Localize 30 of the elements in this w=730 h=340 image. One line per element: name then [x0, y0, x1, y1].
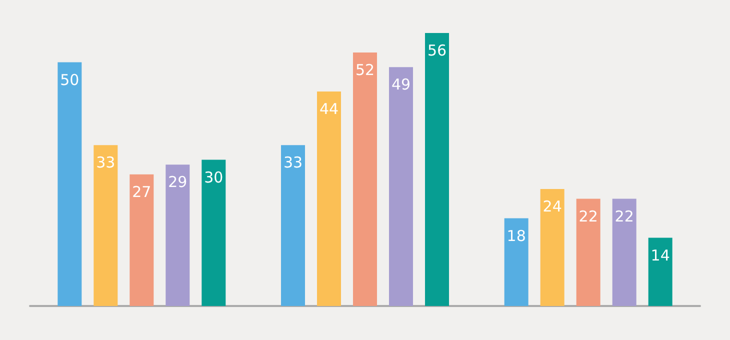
data-label: 33: [96, 154, 116, 172]
bar: [58, 62, 82, 306]
data-label: 29: [168, 173, 188, 192]
bar: [94, 145, 118, 306]
data-label: 18: [506, 226, 526, 245]
bar: [425, 33, 449, 306]
bar: [540, 189, 564, 306]
data-label: 22: [578, 207, 598, 226]
data-label: 52: [355, 61, 375, 79]
bar: [389, 67, 413, 306]
bar: [576, 198, 600, 306]
bar: [281, 145, 305, 306]
bar: [166, 164, 190, 306]
data-label: 24: [542, 198, 562, 216]
data-label: 30: [204, 168, 224, 186]
data-label: 22: [614, 207, 634, 226]
data-label: 50: [60, 70, 80, 89]
data-label: 56: [427, 42, 447, 60]
bar: [202, 160, 226, 306]
data-label: 14: [650, 246, 670, 264]
bar: [317, 92, 341, 306]
bar: [612, 198, 636, 306]
data-label: 27: [132, 182, 152, 201]
bar: [504, 218, 528, 306]
data-label: 49: [391, 76, 411, 94]
data-label: 44: [319, 100, 339, 118]
bar: [353, 52, 377, 306]
data-label: 33: [283, 154, 303, 172]
bar: [648, 238, 672, 306]
bar: [130, 174, 154, 306]
